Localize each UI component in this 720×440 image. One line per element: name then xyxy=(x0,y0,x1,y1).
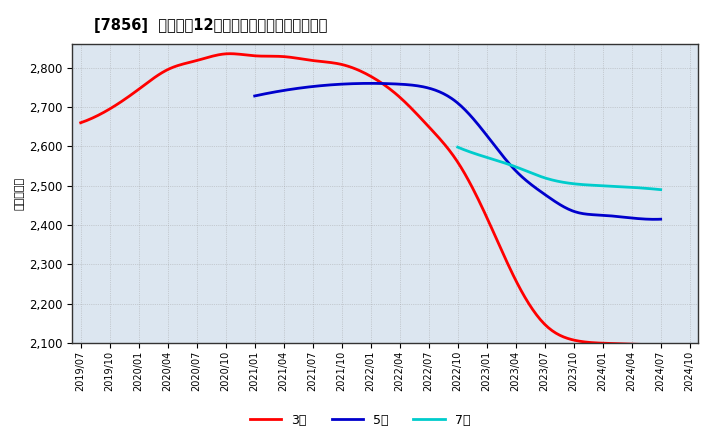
7年 xyxy=(624,184,633,190)
5年 xyxy=(251,93,259,99)
Legend: 3年, 5年, 7年: 3年, 5年, 7年 xyxy=(245,409,475,432)
7年 xyxy=(575,182,583,187)
3年 xyxy=(422,121,431,126)
Y-axis label: （百万円）: （百万円） xyxy=(14,177,24,210)
5年 xyxy=(649,216,658,222)
Line: 3年: 3年 xyxy=(81,54,661,345)
3年 xyxy=(657,342,665,348)
3年 xyxy=(78,119,87,125)
7年 xyxy=(574,182,582,187)
3年 xyxy=(76,120,85,125)
7年 xyxy=(454,145,463,150)
5年 xyxy=(594,213,603,218)
5年 xyxy=(252,93,261,98)
3年 xyxy=(226,51,235,56)
5年 xyxy=(367,81,376,86)
3年 xyxy=(604,341,613,346)
Line: 5年: 5年 xyxy=(255,83,661,219)
3年 xyxy=(567,337,576,342)
7年 xyxy=(577,182,586,187)
5年 xyxy=(500,155,509,161)
Line: 7年: 7年 xyxy=(458,147,661,190)
5年 xyxy=(620,215,629,220)
7年 xyxy=(454,144,462,150)
7年 xyxy=(657,187,665,192)
5年 xyxy=(492,145,500,150)
7年 xyxy=(637,185,646,191)
Text: [7856]  経常利益12か月移動合計の平均値の推移: [7856] 経常利益12か月移動合計の平均値の推移 xyxy=(94,18,327,33)
5年 xyxy=(657,216,665,222)
3年 xyxy=(433,134,442,139)
5年 xyxy=(493,147,502,152)
3年 xyxy=(423,123,432,128)
